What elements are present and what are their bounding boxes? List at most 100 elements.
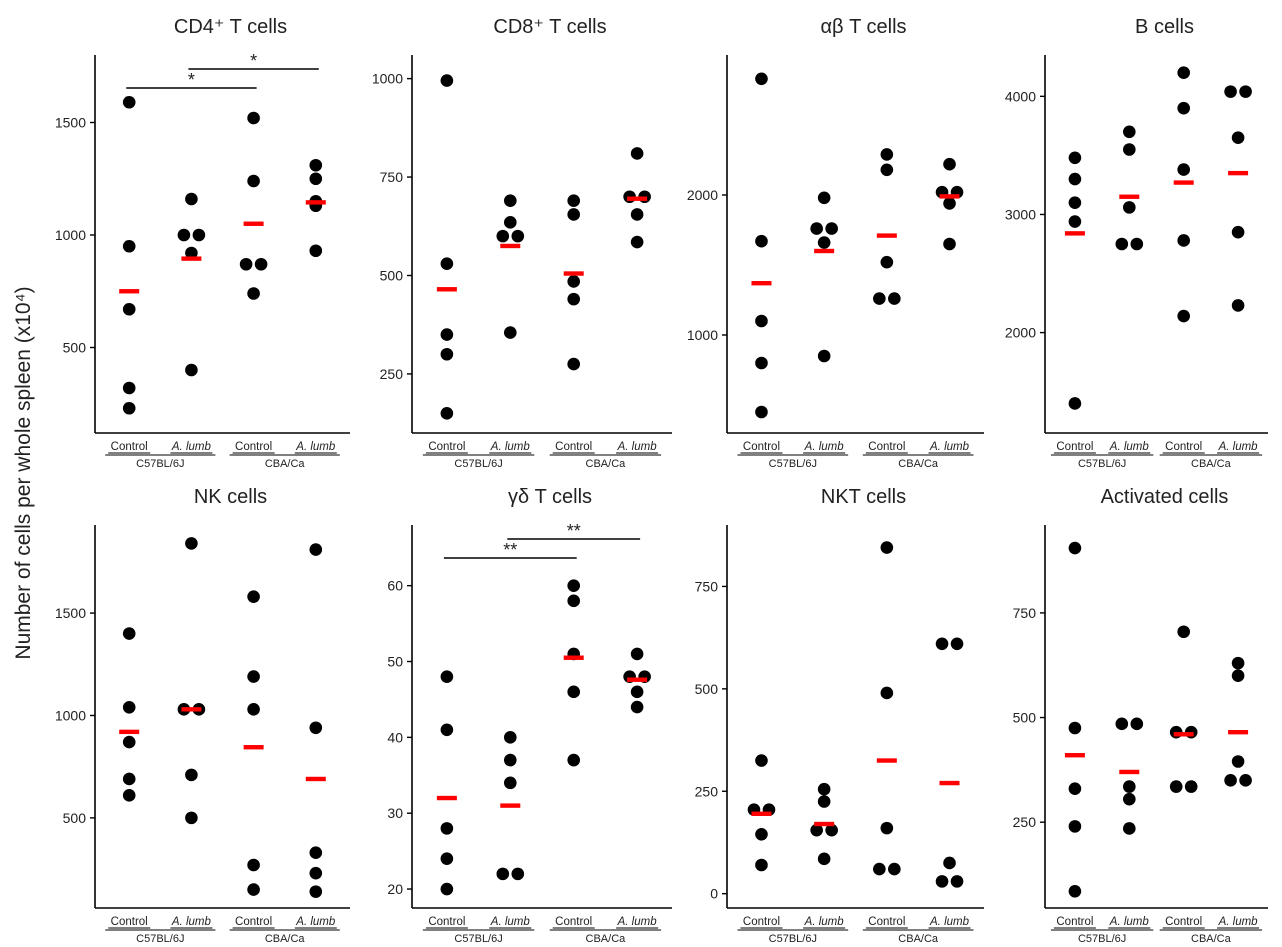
panel-8-point-1-4 bbox=[1123, 822, 1136, 835]
panel-7-x-tick-label-3: A. lumb bbox=[929, 916, 970, 928]
panel-1-point-2-3 bbox=[254, 257, 268, 271]
panel-6-point-1-3 bbox=[496, 867, 510, 881]
panel-2-y-tick-label-1: 500 bbox=[380, 268, 404, 284]
panel-5-y-tick-label-1: 1000 bbox=[55, 707, 86, 723]
panel-6-point-1-0 bbox=[503, 731, 517, 744]
panel-5-point-0-1 bbox=[122, 700, 136, 714]
panel-8-point-1-3 bbox=[1123, 792, 1136, 806]
panel-7-point-2-0 bbox=[880, 541, 894, 554]
panel-1-y-tick-label-2: 1500 bbox=[55, 115, 86, 131]
panel-3-mean-bar-3 bbox=[939, 194, 960, 199]
panel-4-point-3-2 bbox=[1231, 131, 1245, 144]
panel-1-point-3-0 bbox=[309, 158, 323, 172]
panel-2-point-0-1 bbox=[440, 257, 454, 270]
panel-7-y-tick-label-3: 750 bbox=[695, 578, 719, 594]
panel-5-point-1-3 bbox=[185, 768, 198, 782]
panel-2-point-0-4 bbox=[440, 407, 454, 420]
panel-1-point-1-4 bbox=[185, 363, 198, 377]
panel-4-point-0-1 bbox=[1068, 172, 1082, 186]
panel-3-point-2-2 bbox=[880, 255, 894, 269]
panel-4-group-label-1: CBA/Ca bbox=[1191, 458, 1232, 470]
panel-2-point-2-4 bbox=[567, 357, 581, 371]
panel-6-y-tick-label-2: 40 bbox=[387, 729, 403, 745]
panel-1-point-2-1 bbox=[247, 174, 260, 188]
panel-7-point-0-4 bbox=[755, 858, 768, 872]
panel-5-point-3-0 bbox=[309, 543, 323, 556]
panel-3-point-2-3 bbox=[873, 292, 886, 305]
panel-2-mean-bar-0 bbox=[436, 287, 457, 292]
panel-7-point-2-3 bbox=[873, 862, 886, 876]
panel-6-y-tick-label-3: 50 bbox=[387, 654, 403, 670]
panel-6-point-0-1 bbox=[440, 723, 454, 737]
panel-3-point-0-2 bbox=[755, 314, 768, 328]
panel-5-y-tick-label-2: 1500 bbox=[55, 605, 86, 621]
panel-1-x-tick-label-2: Control bbox=[235, 441, 272, 453]
panel-7-mean-bar-0 bbox=[751, 811, 772, 816]
panel-5-mean-bar-1 bbox=[181, 707, 202, 712]
panel-7-y-tick-label-0: 0 bbox=[710, 886, 718, 902]
panel-7-point-2-1 bbox=[880, 686, 894, 700]
panel-8-point-3-3 bbox=[1224, 774, 1237, 787]
panel-3-x-tick-label-3: A. lumb bbox=[929, 441, 970, 453]
panel-5-point-1-4 bbox=[185, 811, 198, 825]
panel-6-point-0-2 bbox=[440, 822, 454, 835]
panel-6-point-3-4 bbox=[630, 700, 644, 714]
panel-1-point-1-1 bbox=[177, 228, 191, 242]
panel-8-point-0-4 bbox=[1068, 884, 1082, 898]
panel-1-point-0-2 bbox=[122, 302, 136, 316]
panel-1-mean-bar-1 bbox=[181, 256, 202, 261]
panel-6-point-1-1 bbox=[503, 753, 517, 767]
panel-2-point-2-0 bbox=[567, 194, 581, 207]
panel-1-point-1-0 bbox=[185, 192, 198, 206]
panel-8-x-tick-label-0: Control bbox=[1056, 916, 1093, 928]
panel-4-mean-bar-2 bbox=[1173, 180, 1194, 185]
panel-6-x-tick-label-1: A. lumb bbox=[490, 916, 531, 928]
panel-7-point-2-4 bbox=[888, 862, 901, 876]
panel-3-point-1-1 bbox=[810, 222, 823, 235]
panel-6-point-0-3 bbox=[440, 852, 454, 866]
panel-7-point-1-1 bbox=[817, 795, 831, 808]
panel-6-point-3-0 bbox=[630, 647, 644, 661]
panel-2-y-tick-label-2: 750 bbox=[380, 169, 404, 185]
panel-1-significance-label-0: * bbox=[188, 70, 195, 90]
panel-4-mean-bar-1 bbox=[1119, 194, 1140, 199]
panel-5-point-2-2 bbox=[247, 703, 260, 716]
panel-2-group-label-1: CBA/Ca bbox=[586, 458, 627, 470]
panel-5-point-0-4 bbox=[122, 789, 136, 802]
panel-2-point-1-0 bbox=[503, 194, 517, 207]
panel-4-point-2-1 bbox=[1177, 101, 1190, 115]
panel-8-point-0-3 bbox=[1068, 820, 1082, 833]
panel-4-title: B cells bbox=[1135, 16, 1194, 38]
panel-2-point-2-3 bbox=[567, 292, 581, 306]
panel-4-x-tick-label-3: A. lumb bbox=[1218, 441, 1259, 453]
panel-8-point-3-0 bbox=[1231, 656, 1245, 670]
panel-4-point-2-0 bbox=[1177, 66, 1190, 80]
panel-5-point-1-0 bbox=[185, 537, 198, 550]
panel-4-point-2-4 bbox=[1177, 309, 1190, 323]
panel-5-point-3-2 bbox=[309, 846, 323, 860]
panel-7-point-2-2 bbox=[880, 821, 894, 835]
panel-8-point-1-0 bbox=[1115, 717, 1129, 731]
panel-5-point-0-2 bbox=[122, 735, 136, 749]
panel-4-point-0-2 bbox=[1068, 196, 1082, 209]
panel-6-group-label-1: CBA/Ca bbox=[586, 933, 627, 945]
panel-4-point-1-0 bbox=[1123, 125, 1136, 139]
panel-3-x-tick-label-2: Control bbox=[868, 441, 905, 453]
panel-6-point-2-1 bbox=[567, 594, 581, 608]
panel-3-group-label-0: C57BL/6J bbox=[769, 458, 817, 470]
panel-4-y-tick-label-2: 4000 bbox=[1005, 88, 1036, 104]
panel-3-point-2-4 bbox=[888, 292, 901, 305]
panel-7-mean-bar-3 bbox=[939, 780, 960, 786]
panel-5-point-2-0 bbox=[247, 590, 260, 603]
panel-2-point-3-3 bbox=[630, 208, 644, 221]
panel-6-y-tick-label-0: 20 bbox=[387, 881, 403, 897]
panel-8-x-tick-label-1: A. lumb bbox=[1109, 916, 1150, 928]
panel-8-group-label-1: CBA/Ca bbox=[1191, 933, 1232, 945]
panel-7-x-tick-label-0: Control bbox=[743, 916, 780, 928]
panel-3-point-1-3 bbox=[817, 236, 831, 249]
panel-4-point-2-2 bbox=[1177, 163, 1190, 176]
panel-8-point-1-2 bbox=[1123, 780, 1136, 793]
panel-6-point-0-4 bbox=[440, 882, 454, 896]
panel-4-point-1-3 bbox=[1115, 237, 1129, 251]
panel-1-point-1-3 bbox=[185, 246, 198, 260]
